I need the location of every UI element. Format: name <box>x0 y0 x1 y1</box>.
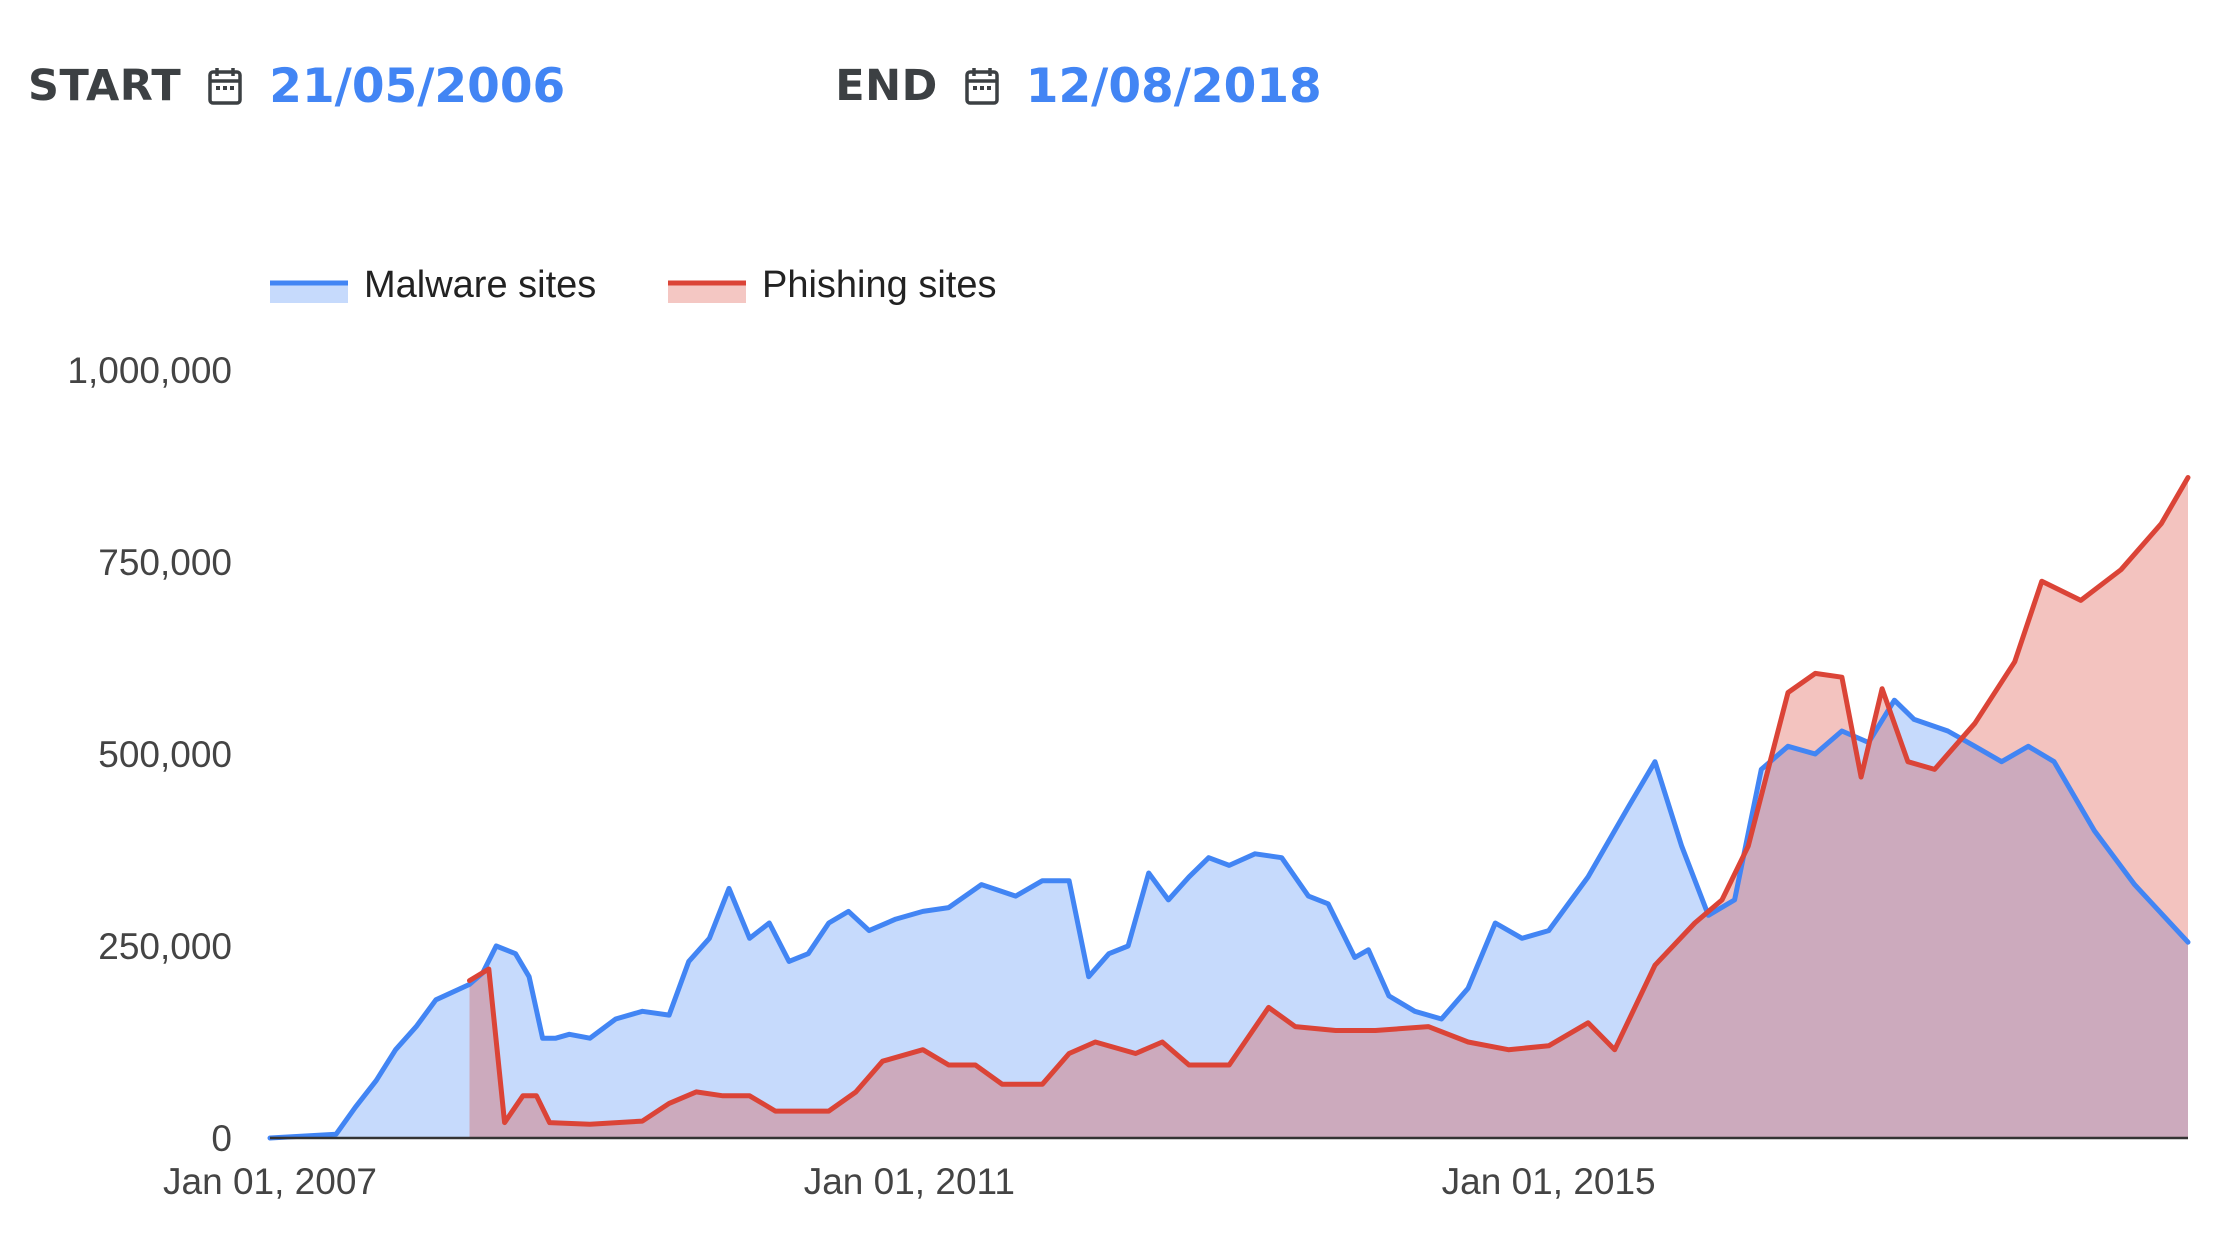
y-tick-label: 1,000,000 <box>67 350 232 391</box>
phishing-sites-line <box>467 475 2191 1127</box>
legend-swatch-phishing-sites <box>668 283 746 303</box>
legend-label-phishing-sites: Phishing sites <box>762 264 996 306</box>
legend-swatch-malware-sites <box>270 283 348 303</box>
legend-item-malware-sites[interactable]: Malware sites <box>270 264 596 306</box>
chart-axes: 0 250,000 500,000 750,000 1,000,000 Jan 01, 2… <box>67 350 2188 1202</box>
y-tick-label: 500,000 <box>98 734 232 775</box>
x-tick-label: Jan 01, 2007 <box>163 1161 377 1202</box>
malware-sites-line <box>267 697 2191 1141</box>
y-tick-label: 750,000 <box>98 542 232 583</box>
phishing-sites-area <box>469 477 2188 1138</box>
start-date-value[interactable]: 21/05/2006 <box>269 58 566 114</box>
start-date-group: START 21/05/2006 <box>28 59 565 114</box>
malware-sites-area <box>270 700 2188 1138</box>
date-range-bar: START 21/05/2006 END <box>28 56 1322 116</box>
end-date-group: END 12/08/2018 <box>835 59 1322 114</box>
start-label: START <box>28 61 182 111</box>
chart-legend: Malware sites Phishing sites <box>270 264 996 306</box>
x-tick-label: Jan 01, 2015 <box>1442 1161 1656 1202</box>
y-tick-label: 0 <box>211 1118 232 1159</box>
calendar-icon[interactable] <box>964 66 1000 106</box>
end-label: END <box>835 61 938 111</box>
legend-label-malware-sites: Malware sites <box>364 264 596 306</box>
end-date-value[interactable]: 12/08/2018 <box>1025 58 1322 114</box>
series-areas <box>270 477 2188 1138</box>
calendar-icon[interactable] <box>207 66 243 106</box>
x-tick-label: Jan 01, 2011 <box>804 1161 1015 1202</box>
legend-item-phishing-sites[interactable]: Phishing sites <box>668 264 996 306</box>
series-lines <box>267 475 2191 1141</box>
y-tick-label: 250,000 <box>98 926 232 967</box>
